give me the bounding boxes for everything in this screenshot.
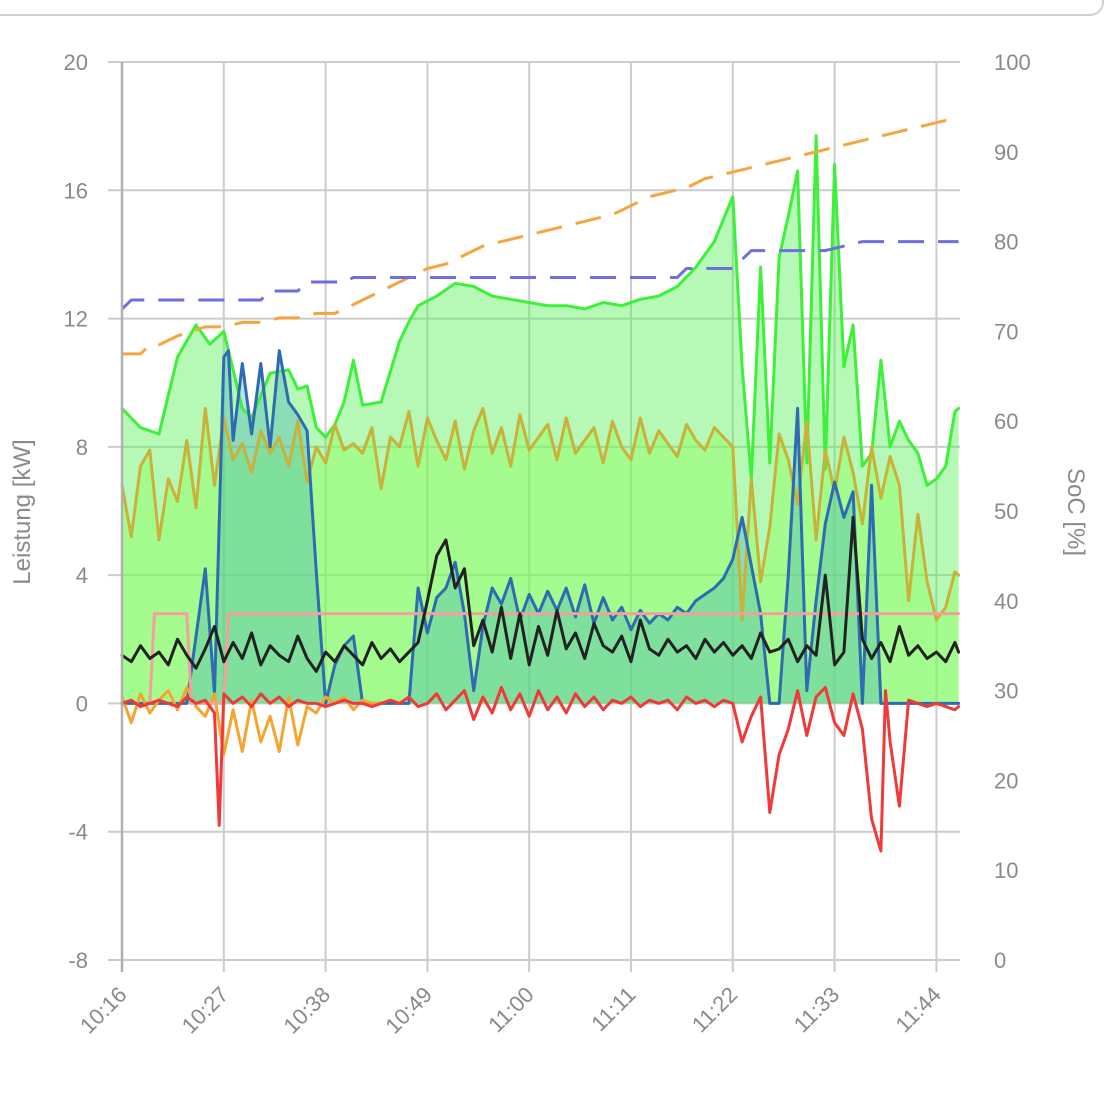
series-lines xyxy=(120,114,961,853)
red-line xyxy=(120,685,961,853)
y-tick-label: -4 xyxy=(68,820,88,845)
y-axis-title: Leistung [kW] xyxy=(9,439,36,584)
y2-tick-label: 80 xyxy=(994,230,1018,255)
y-tick-label: 16 xyxy=(64,178,88,203)
y2-tick-label: 10 xyxy=(994,858,1018,883)
y-tick-label: 20 xyxy=(64,50,88,75)
y2-tick-label: 30 xyxy=(994,679,1018,704)
x-tick-label: 11:00 xyxy=(483,982,538,1037)
y-tick-label: 12 xyxy=(64,307,88,332)
blue-area xyxy=(122,350,959,704)
y-tick-label: -8 xyxy=(68,948,88,973)
y2-tick-label: 100 xyxy=(994,50,1031,75)
olive-area xyxy=(122,408,959,704)
blue-line xyxy=(120,349,961,705)
y2-tick-label: 50 xyxy=(994,499,1018,524)
x-tick-label: 10:38 xyxy=(279,982,336,1039)
green-total-line xyxy=(120,134,961,487)
y2-tick-label: 40 xyxy=(994,589,1018,614)
soc-orange-line xyxy=(122,114,960,356)
black-line xyxy=(120,515,961,673)
x-tick-label: 11:44 xyxy=(890,982,945,1037)
x-tick-label: 11:11 xyxy=(586,982,640,1036)
y-tick-label: 0 xyxy=(76,691,88,716)
y2-axis-title: SoC [%] xyxy=(1062,468,1089,556)
x-tick-label: 10:16 xyxy=(75,982,132,1039)
x-tick-label: 11:33 xyxy=(789,982,844,1037)
olive-line xyxy=(120,406,961,622)
y2-tick-label: 90 xyxy=(994,140,1018,165)
y2-tick-label: 60 xyxy=(994,409,1018,434)
y2-tick-label: 70 xyxy=(994,319,1018,344)
y-tick-label: 4 xyxy=(76,563,88,588)
soc-blue-line xyxy=(120,240,959,311)
x-tick-label: 10:49 xyxy=(380,982,437,1039)
y2-tick-label: 20 xyxy=(994,768,1018,793)
y2-tick-label: 0 xyxy=(994,948,1006,973)
x-tick-label: 10:27 xyxy=(177,982,234,1039)
y-tick-label: 8 xyxy=(76,435,88,460)
x-tick-label: 11:22 xyxy=(687,982,742,1037)
